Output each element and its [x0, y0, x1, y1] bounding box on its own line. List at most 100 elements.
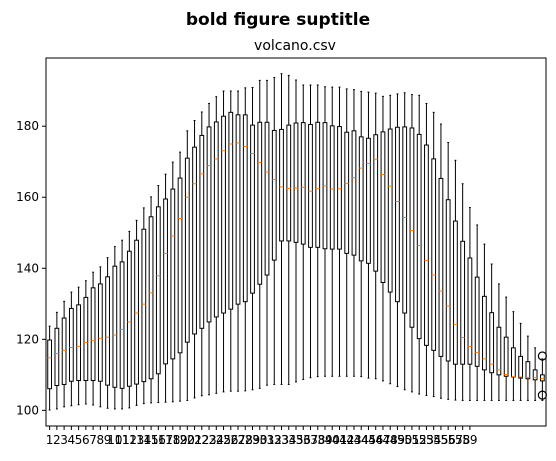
box-body [155, 206, 161, 375]
box-group [170, 161, 176, 403]
box-body [395, 126, 400, 303]
box-body [337, 126, 342, 250]
box-body [467, 257, 473, 365]
box-group [300, 84, 306, 380]
x-tick-label: 5 [75, 433, 83, 447]
box-group [460, 183, 466, 401]
box-group [141, 207, 147, 405]
box-body [453, 220, 458, 365]
x-tick-label: 15 [143, 433, 158, 447]
x-tick-label: 55 [433, 433, 448, 447]
box-group [134, 219, 139, 406]
box-group [264, 79, 270, 386]
box-body [366, 137, 371, 264]
box-body [438, 177, 444, 357]
box-group [337, 86, 342, 377]
box-group [76, 286, 81, 406]
box-group [511, 311, 516, 401]
box-body [409, 127, 415, 328]
box-body [242, 114, 248, 303]
x-tick-label: 47 [375, 433, 390, 447]
x-tick-label: 36 [296, 433, 311, 447]
x-tick-label: 35 [288, 433, 303, 447]
box-group [47, 325, 53, 411]
box-body [250, 124, 255, 294]
box-body [344, 131, 350, 254]
x-tick-label: 11 [114, 433, 129, 447]
box-group [489, 263, 495, 401]
box-group [279, 73, 284, 385]
box-group [373, 92, 379, 380]
x-tick-label: 19 [172, 433, 187, 447]
box-body [503, 336, 509, 377]
box-body [83, 296, 89, 382]
box-group [308, 84, 313, 379]
box-body [525, 361, 531, 380]
box-body [47, 339, 53, 390]
x-tick-label: 54 [426, 433, 441, 447]
x-tick-label: 56 [441, 433, 456, 447]
box-group [250, 86, 255, 391]
x-tick-label: 4 [68, 433, 76, 447]
box-body [460, 240, 466, 365]
box-group [126, 230, 132, 409]
box-group [474, 224, 480, 401]
box-body [315, 121, 321, 248]
box-body [134, 239, 139, 385]
box-body [431, 158, 437, 351]
figure-suptitle: bold figure suptitle [186, 10, 370, 30]
box-group [83, 280, 89, 405]
box-group [155, 185, 161, 404]
box-group [329, 86, 335, 377]
x-tick-label: 32 [267, 433, 282, 447]
box-body [257, 121, 263, 285]
x-tick-label: 30 [252, 433, 267, 447]
box-body [235, 114, 241, 305]
box-body [170, 188, 176, 360]
box-group [525, 335, 531, 401]
box-body [416, 133, 422, 340]
box-body [192, 146, 197, 335]
box-body [177, 177, 183, 354]
x-tick-label: 25 [216, 433, 231, 447]
x-tick-label: 10 [107, 433, 122, 447]
box-body [68, 307, 74, 382]
x-tick-label: 38 [310, 433, 325, 447]
x-tick-label: 33 [274, 433, 289, 447]
box-body [221, 115, 226, 314]
y-tick-label: 100 [16, 403, 39, 417]
box-body [54, 327, 60, 387]
x-tick-label: 29 [245, 433, 260, 447]
box-body [518, 355, 524, 379]
box-body [474, 276, 480, 367]
box-group [235, 90, 241, 392]
x-tick-label: 2 [53, 433, 61, 447]
x-tick-label: 9 [104, 433, 112, 447]
box-group [105, 257, 110, 409]
x-tick-label: 21 [187, 433, 202, 447]
box-group [518, 322, 524, 401]
x-tick-label: 51 [404, 433, 419, 447]
box-group [61, 300, 67, 408]
box-body [76, 304, 81, 382]
box-group [286, 74, 292, 385]
box-group [532, 347, 538, 401]
box-group [177, 151, 183, 402]
x-tick-label: 22 [194, 433, 209, 447]
box-body [271, 129, 277, 261]
x-tick-label: 50 [397, 433, 412, 447]
y-tick-label: 160 [16, 190, 39, 204]
box-group [148, 196, 154, 404]
x-tick-label: 3 [60, 433, 68, 447]
y-tick-label: 180 [16, 119, 39, 133]
x-tick-label: 16 [151, 433, 166, 447]
box-body [402, 126, 408, 314]
box-group [380, 95, 386, 382]
x-tick-label: 49 [390, 433, 405, 447]
box-group [184, 130, 190, 401]
box-group [293, 79, 299, 383]
box-body [496, 326, 502, 376]
x-tick-label: 44 [354, 433, 369, 447]
